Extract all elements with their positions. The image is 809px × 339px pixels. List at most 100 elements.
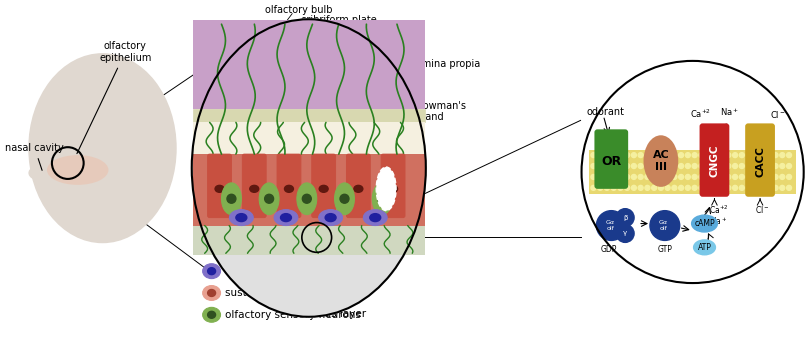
- Circle shape: [598, 175, 603, 179]
- Circle shape: [659, 163, 663, 168]
- Circle shape: [713, 175, 718, 179]
- Circle shape: [766, 163, 771, 168]
- Circle shape: [625, 153, 629, 158]
- FancyBboxPatch shape: [381, 154, 405, 218]
- Circle shape: [625, 175, 629, 179]
- Circle shape: [659, 185, 663, 190]
- Text: basal cells: basal cells: [226, 266, 280, 276]
- Ellipse shape: [222, 183, 241, 215]
- Circle shape: [726, 153, 731, 158]
- Text: olfactory bulb: olfactory bulb: [265, 5, 332, 15]
- Text: cribriform plate: cribriform plate: [301, 15, 376, 25]
- Ellipse shape: [643, 135, 678, 187]
- Circle shape: [705, 185, 710, 190]
- Circle shape: [652, 153, 657, 158]
- Text: GDP: GDP: [601, 245, 617, 254]
- Ellipse shape: [303, 194, 311, 203]
- Circle shape: [672, 185, 677, 190]
- Circle shape: [611, 153, 616, 158]
- Circle shape: [733, 175, 738, 179]
- Circle shape: [753, 163, 758, 168]
- Text: G$\alpha$
olf: G$\alpha$ olf: [659, 218, 669, 232]
- Circle shape: [780, 163, 785, 168]
- Ellipse shape: [354, 185, 363, 192]
- Circle shape: [746, 153, 751, 158]
- Ellipse shape: [692, 215, 718, 232]
- Circle shape: [699, 163, 704, 168]
- Circle shape: [746, 163, 751, 168]
- Circle shape: [604, 163, 609, 168]
- Circle shape: [693, 163, 697, 168]
- Text: AC
III: AC III: [653, 150, 669, 172]
- Ellipse shape: [230, 210, 253, 225]
- Circle shape: [713, 185, 718, 190]
- Ellipse shape: [370, 214, 381, 222]
- Circle shape: [773, 185, 778, 190]
- Circle shape: [733, 163, 738, 168]
- Ellipse shape: [335, 183, 354, 215]
- Text: Bowman's
Gland: Bowman's Gland: [416, 101, 466, 122]
- Circle shape: [591, 175, 596, 179]
- Text: Cl$^-$: Cl$^-$: [764, 109, 786, 145]
- Circle shape: [766, 175, 771, 179]
- Circle shape: [760, 163, 765, 168]
- Circle shape: [598, 185, 603, 190]
- Ellipse shape: [227, 194, 236, 203]
- Circle shape: [591, 185, 596, 190]
- Circle shape: [705, 175, 710, 179]
- Ellipse shape: [47, 155, 108, 185]
- Circle shape: [665, 153, 670, 158]
- Circle shape: [699, 175, 704, 179]
- Text: mucus layer: mucus layer: [302, 309, 366, 319]
- Circle shape: [659, 175, 663, 179]
- Circle shape: [665, 175, 670, 179]
- Circle shape: [645, 185, 650, 190]
- Circle shape: [780, 185, 785, 190]
- Ellipse shape: [192, 19, 426, 317]
- Circle shape: [766, 185, 771, 190]
- Circle shape: [645, 175, 650, 179]
- Circle shape: [598, 163, 603, 168]
- Ellipse shape: [363, 210, 388, 225]
- Circle shape: [638, 185, 643, 190]
- Circle shape: [618, 153, 623, 158]
- Text: nasal cavity: nasal cavity: [6, 143, 64, 170]
- Bar: [193, 154, 425, 225]
- Circle shape: [679, 185, 684, 190]
- Circle shape: [746, 175, 751, 179]
- Circle shape: [760, 153, 765, 158]
- Circle shape: [693, 185, 697, 190]
- Circle shape: [679, 163, 684, 168]
- Circle shape: [746, 185, 751, 190]
- Bar: [193, 20, 425, 109]
- Ellipse shape: [388, 185, 397, 192]
- Ellipse shape: [259, 183, 279, 215]
- Circle shape: [604, 175, 609, 179]
- Circle shape: [679, 175, 684, 179]
- Circle shape: [780, 175, 785, 179]
- Circle shape: [618, 185, 623, 190]
- Text: β: β: [623, 215, 627, 221]
- FancyBboxPatch shape: [346, 154, 371, 218]
- Text: Ca$^{+2}$: Ca$^{+2}$: [709, 204, 728, 216]
- Circle shape: [760, 185, 765, 190]
- FancyBboxPatch shape: [745, 123, 775, 197]
- Text: γ: γ: [623, 231, 627, 237]
- Text: ATP: ATP: [697, 243, 711, 252]
- Text: CACC: CACC: [755, 146, 765, 177]
- Ellipse shape: [29, 54, 176, 242]
- Circle shape: [598, 153, 603, 158]
- Circle shape: [760, 175, 765, 179]
- Circle shape: [753, 175, 758, 179]
- Circle shape: [780, 153, 785, 158]
- Circle shape: [726, 185, 731, 190]
- Circle shape: [665, 163, 670, 168]
- Ellipse shape: [320, 185, 328, 192]
- Circle shape: [726, 163, 731, 168]
- Circle shape: [611, 163, 616, 168]
- Ellipse shape: [376, 167, 396, 211]
- Circle shape: [672, 153, 677, 158]
- Circle shape: [616, 209, 634, 226]
- FancyBboxPatch shape: [595, 129, 628, 189]
- Bar: [193, 122, 425, 154]
